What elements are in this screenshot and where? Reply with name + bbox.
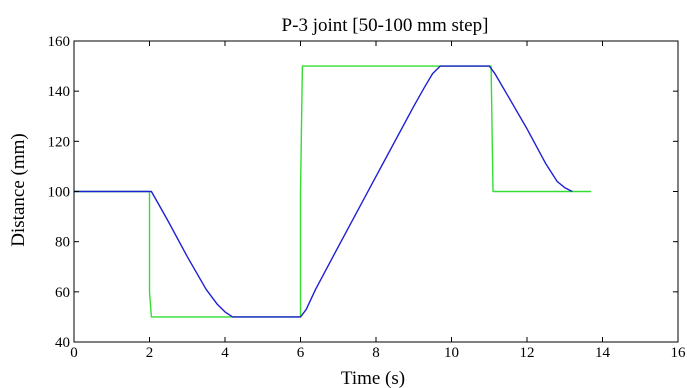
chart-title: P-3 joint [50-100 mm step] bbox=[282, 15, 489, 36]
y-tick-label: 140 bbox=[48, 84, 71, 100]
x-tick-label: 14 bbox=[595, 345, 611, 361]
x-tick-label: 10 bbox=[444, 345, 459, 361]
x-tick-label: 8 bbox=[372, 345, 380, 361]
x-tick-label: 12 bbox=[520, 345, 535, 361]
x-tick-label: 6 bbox=[297, 345, 305, 361]
x-tick-label: 16 bbox=[671, 345, 687, 361]
series-line-1 bbox=[74, 65, 592, 318]
x-tick-label: 2 bbox=[146, 345, 154, 361]
y-axis-ticks: 40 60 80 100 120 140 160 bbox=[48, 34, 678, 351]
x-axis-label: Time (s) bbox=[341, 368, 405, 388]
x-axis-ticks: 0 2 4 6 8 10 12 14 16 bbox=[70, 41, 686, 361]
y-tick-label: 120 bbox=[48, 134, 71, 150]
plot-area bbox=[73, 40, 679, 343]
y-tick-label: 80 bbox=[55, 235, 70, 251]
y-tick-label: 160 bbox=[48, 34, 71, 50]
x-tick-label: 0 bbox=[70, 345, 78, 361]
y-axis-label: Distance (mm) bbox=[8, 133, 29, 246]
series-line-2 bbox=[74, 65, 573, 318]
y-tick-label: 40 bbox=[55, 335, 70, 351]
y-tick-label: 100 bbox=[48, 185, 71, 201]
x-tick-label: 4 bbox=[221, 345, 229, 361]
y-tick-label: 60 bbox=[55, 285, 70, 301]
